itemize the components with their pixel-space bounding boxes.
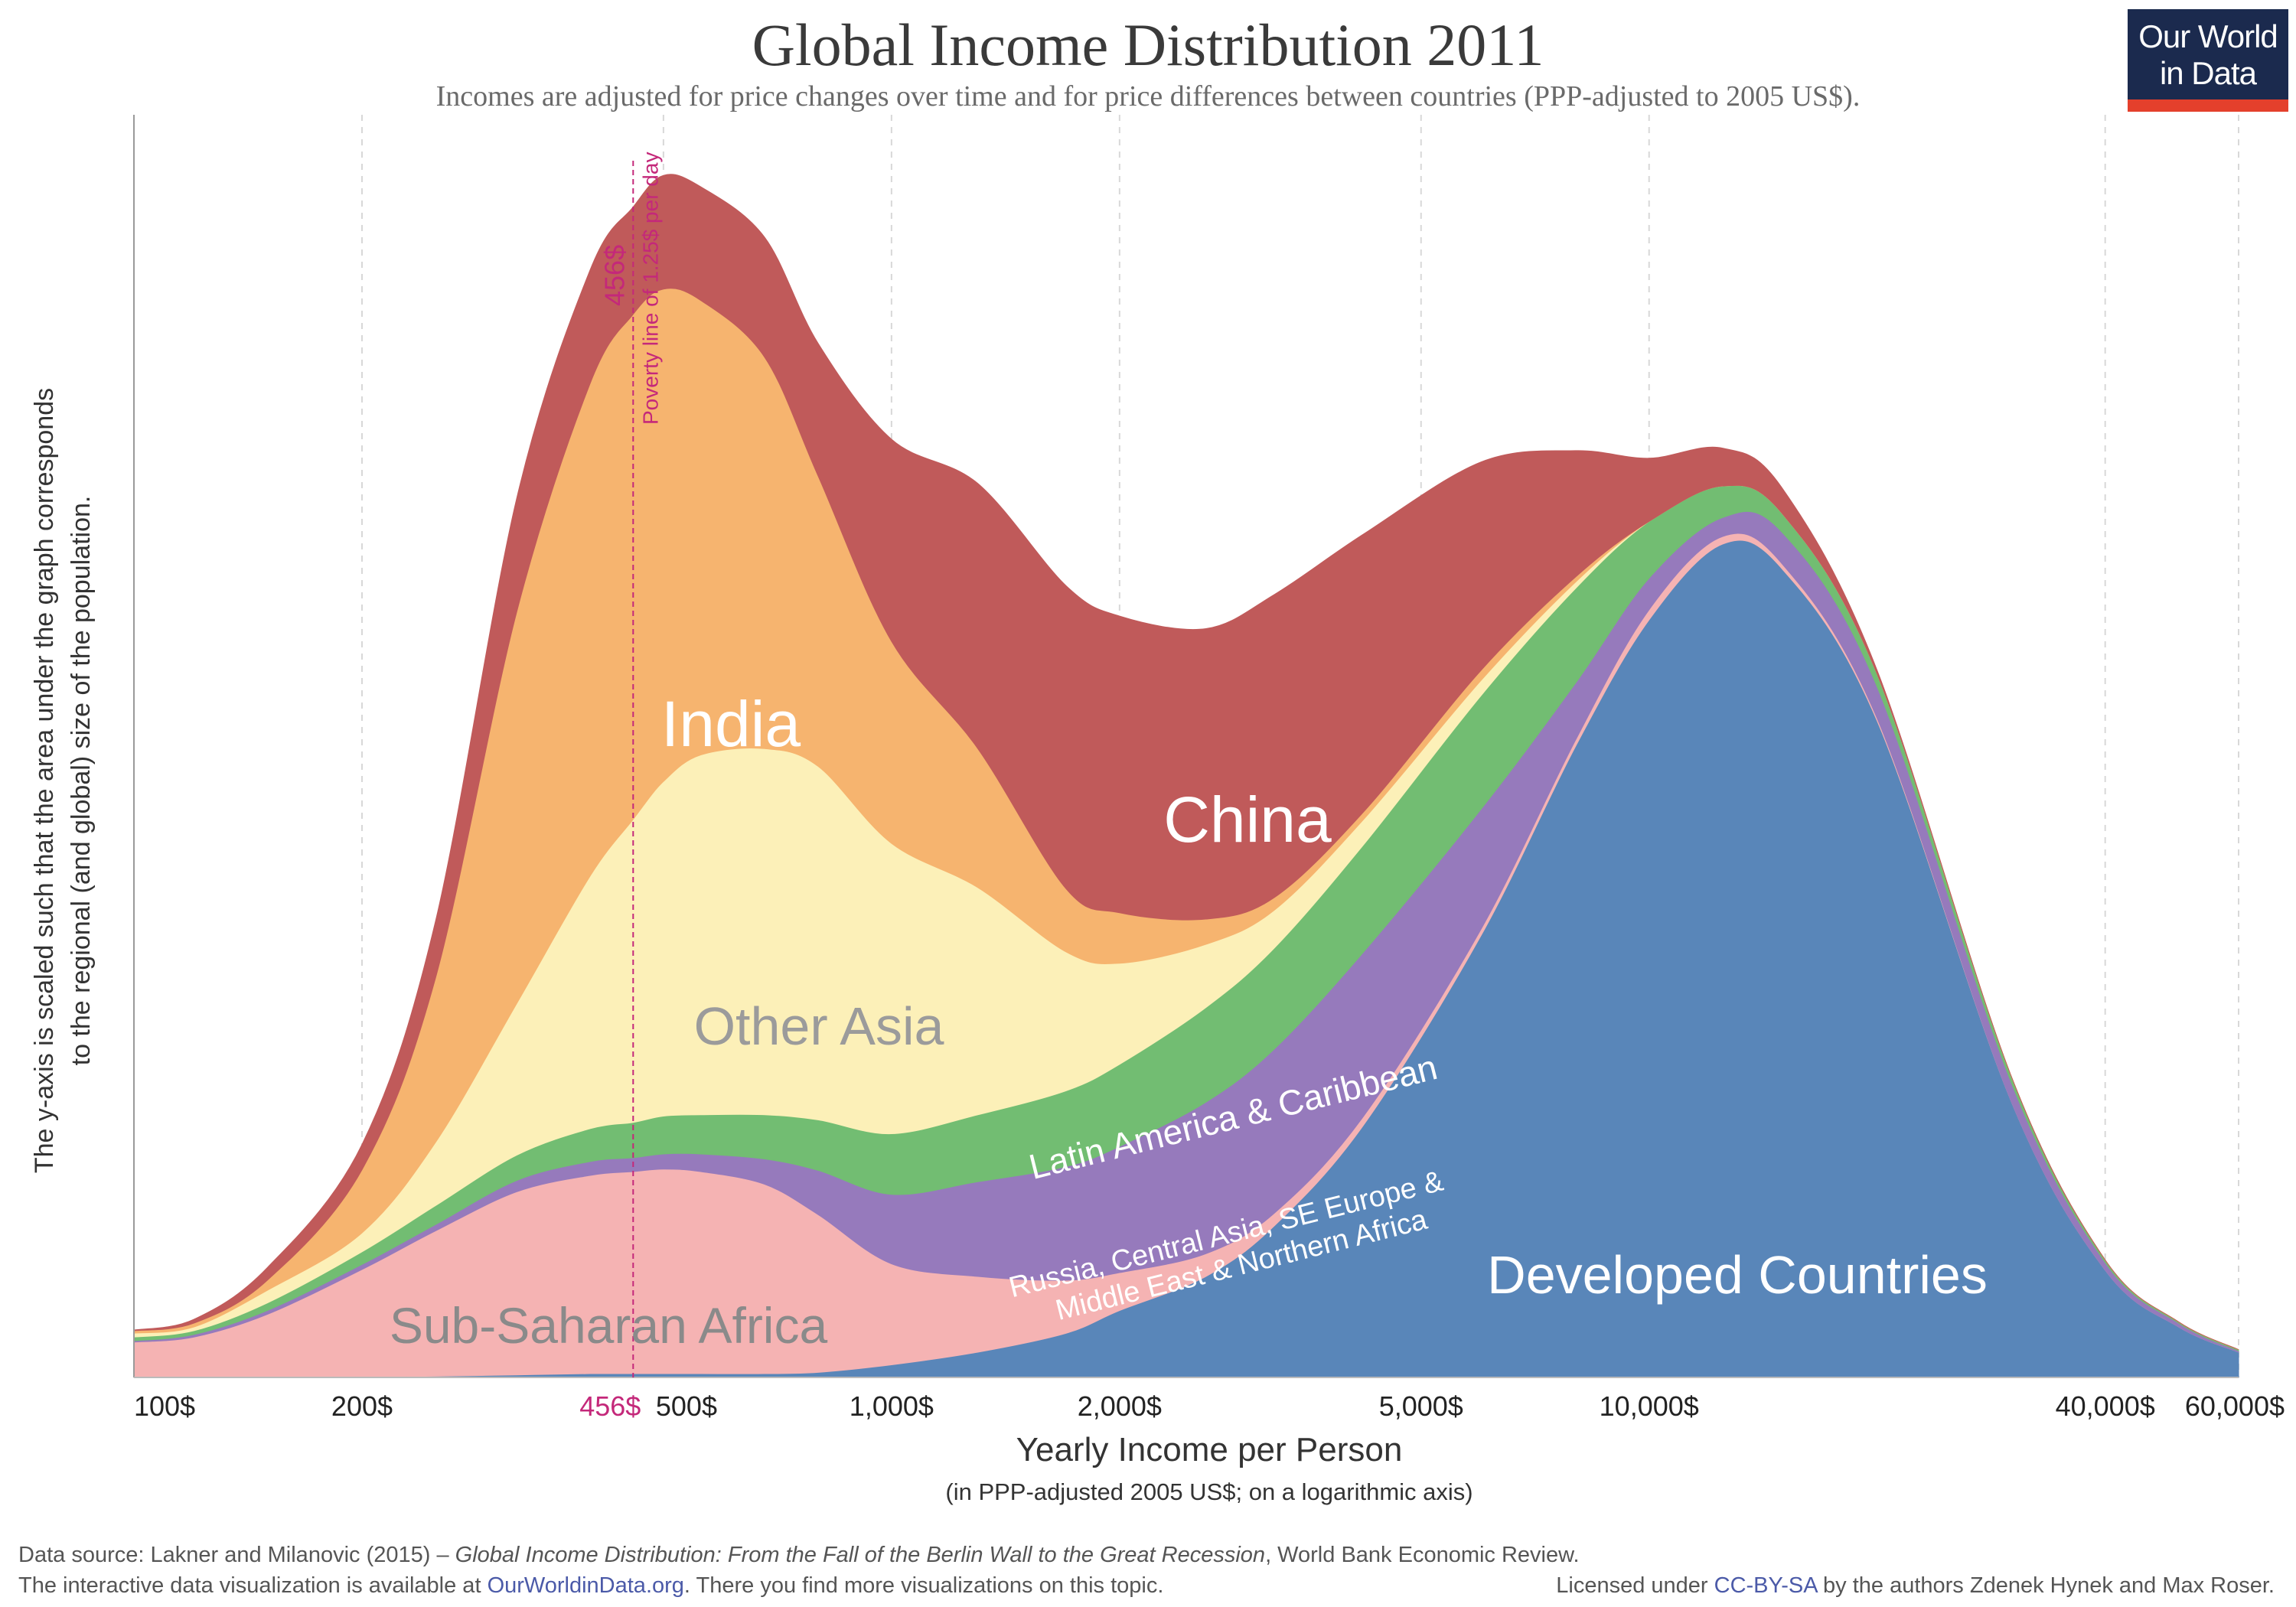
footer-interactive-suffix: . There you find more visualizations on … (683, 1573, 1164, 1598)
x-axis-title: Yearly Income per Person (1016, 1431, 1403, 1468)
area-china[interactable] (133, 174, 2239, 1351)
footer-license-suffix: by the authors Zdenek Hynek and Max Rose… (1816, 1573, 2275, 1598)
logo-accent-bar (2128, 99, 2288, 112)
series-label: Sub-Saharan Africa (390, 1297, 828, 1354)
x-axis-subtitle: (in PPP-adjusted 2005 US$; on a logarith… (945, 1478, 1473, 1505)
chart-title: Global Income Distribution 2011 (752, 11, 1544, 78)
x-tick-label: 2,000$ (1078, 1390, 1162, 1422)
series-label: Other Asia (694, 996, 944, 1056)
x-tick-labels: 100$ 200$ 456$ 500$ 1,000$ 2,000$ 5,000$ 10,000… (134, 1390, 2285, 1422)
owid-link[interactable]: OurWorldinData.org (487, 1573, 684, 1598)
footer-interactive-prefix: The interactive data visualization is av… (18, 1573, 488, 1598)
series-label: Developed Countries (1487, 1245, 1988, 1305)
x-tick-label: 100$ (134, 1390, 195, 1422)
x-tick-label: 200$ (331, 1390, 393, 1422)
stacked-areas (133, 174, 2239, 1378)
x-tick-label: 40,000$ (2056, 1390, 2155, 1422)
x-tick-label: 456$ (579, 1390, 641, 1422)
footer-license: Licensed under CC-BY-SA by the authors Z… (1556, 1573, 2275, 1599)
footer-source-prefix: Data source: Lakner and Milanovic (2015)… (18, 1543, 455, 1567)
axes (133, 115, 2239, 1378)
series-label: India (661, 688, 801, 760)
owid-logo[interactable]: Our World in Data (2128, 9, 2288, 112)
poverty-value-label: 456$ (598, 245, 630, 306)
footer-source-suffix: , World Bank Economic Review. (1265, 1543, 1580, 1567)
logo-line-2: in Data (2159, 55, 2257, 91)
logo-line-1: Our World (2138, 18, 2278, 54)
footer-interactive: The interactive data visualization is av… (18, 1573, 1163, 1599)
footer-source: Data source: Lakner and Milanovic (2015)… (18, 1543, 1580, 1568)
license-link[interactable]: CC-BY-SA (1714, 1573, 1817, 1598)
x-tick-label: 500$ (656, 1390, 717, 1422)
x-tick-label: 5,000$ (1379, 1390, 1463, 1422)
x-tick-label: 10,000$ (1600, 1390, 1699, 1422)
poverty-line-label: Poverty line of 1.25$ per day (638, 152, 662, 425)
poverty-line-annotation: 456$ Poverty line of 1.25$ per day (598, 152, 662, 1377)
footer-license-prefix: Licensed under (1556, 1573, 1714, 1598)
x-tick-label: 60,000$ (2185, 1390, 2285, 1422)
x-tick-label: 1,000$ (850, 1390, 934, 1422)
footer-source-title: Global Income Distribution: From the Fal… (455, 1543, 1266, 1567)
series-label: China (1163, 784, 1332, 856)
chart-subtitle: Incomes are adjusted for price changes o… (435, 80, 1861, 112)
